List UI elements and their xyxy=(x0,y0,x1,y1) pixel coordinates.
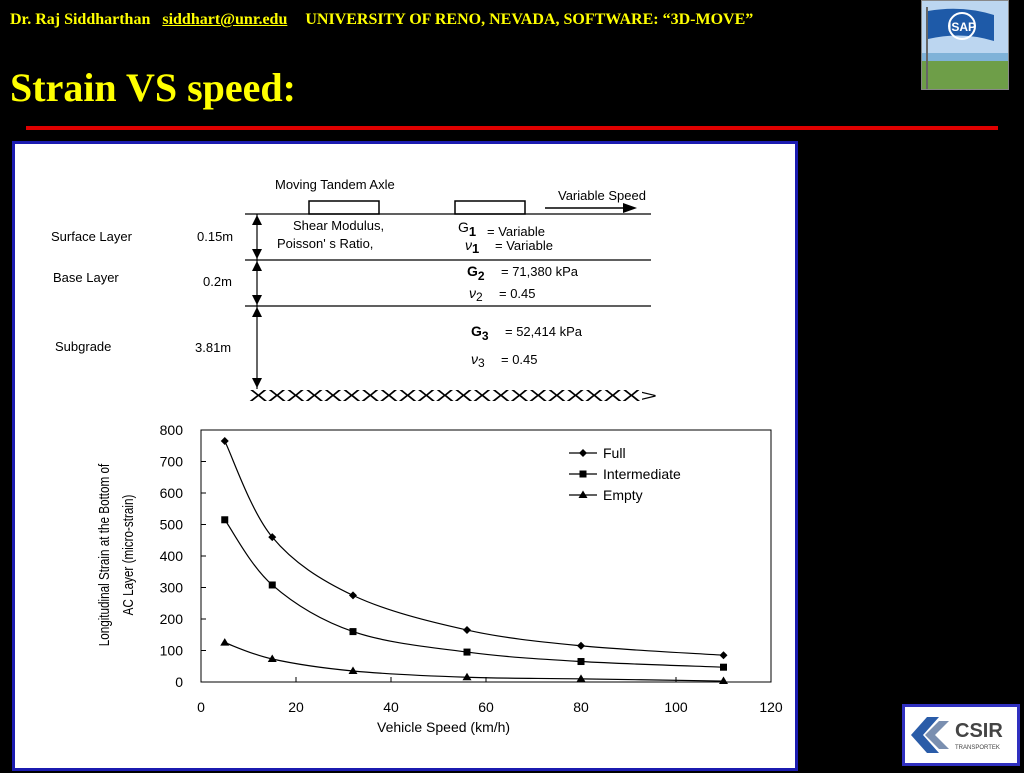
y-tick-label: 200 xyxy=(160,611,184,627)
data-point-empty xyxy=(348,666,358,674)
data-point-empty xyxy=(719,676,728,685)
g2-value: = 71,380 kPa xyxy=(501,264,579,279)
data-point-intermediate xyxy=(349,628,357,636)
x-tick-label: 100 xyxy=(664,699,688,715)
x-tick-label: 0 xyxy=(197,699,205,715)
x-tick-label: 80 xyxy=(573,699,589,715)
x-axis-label: Vehicle Speed (km/h) xyxy=(377,719,510,735)
g1-value: = Variable xyxy=(487,224,545,239)
tire-left xyxy=(308,200,380,215)
csir-logo: CSIR TRANSPORTEK xyxy=(902,704,1020,766)
title-underline xyxy=(26,126,998,130)
data-point-intermediate xyxy=(221,516,229,524)
y-tick-labels: 0 100 200 300 400 500 600 700 800 xyxy=(160,422,206,690)
chart-legend: Full Intermediate Empty xyxy=(569,445,681,503)
legend-label-full: Full xyxy=(603,445,626,461)
data-point-intermediate xyxy=(577,658,585,666)
y-tick-label: 400 xyxy=(160,548,184,564)
legend-marker-full xyxy=(579,449,587,457)
data-point-empty xyxy=(220,638,230,646)
data-point-empty xyxy=(267,654,277,663)
nu3-value: = 0.45 xyxy=(501,352,538,367)
plot-frame xyxy=(200,429,772,683)
csir-logo-text: CSIR xyxy=(955,720,1003,742)
g3-value: = 52,414 kPa xyxy=(505,324,583,339)
slide-header: Dr. Raj Siddharthan siddhart@unr.edu UNI… xyxy=(10,11,753,29)
data-point-full xyxy=(577,641,585,650)
data-point-full xyxy=(220,437,229,446)
data-point-full xyxy=(463,626,471,635)
y-tick-label: 0 xyxy=(175,674,183,690)
data-point-full xyxy=(719,651,728,660)
y-tick-label: 500 xyxy=(160,517,184,533)
data-point-full xyxy=(268,533,277,542)
data-point-empty xyxy=(462,672,472,681)
data-point-intermediate xyxy=(463,648,471,656)
g1-symbol: G1 xyxy=(458,219,476,239)
strain-chart: 0 100 200 300 400 500 600 700 800 0 20 40 60 80 100 12… xyxy=(96,422,783,735)
series-line-full xyxy=(224,440,724,656)
poisson-ratio-label: Poisson' s Ratio, xyxy=(277,236,373,251)
legend-marker-intermediate xyxy=(579,470,587,478)
speed-arrow-head xyxy=(623,203,637,213)
isap-logo: ISAP xyxy=(921,0,1009,90)
series-layer xyxy=(220,437,728,685)
shear-modulus-label: Shear Modulus, xyxy=(293,218,384,233)
speed-label: Variable Speed xyxy=(558,188,646,203)
y-tick-label: 100 xyxy=(160,643,184,659)
nu3-symbol: ν3 xyxy=(471,351,485,370)
layer-thickness-surface: 0.15m xyxy=(197,229,233,244)
figure-panel: Moving Tandem Axle Variable Speed Surfac… xyxy=(12,141,798,771)
g2-symbol: G2 xyxy=(467,263,485,283)
x-tick-label: 60 xyxy=(478,699,494,715)
y-tick-label: 600 xyxy=(160,485,184,501)
legend-marker-empty xyxy=(578,490,588,498)
author-name: Dr. Raj Siddharthan xyxy=(10,11,151,28)
series-line-empty xyxy=(224,642,724,682)
x-tick-label: 20 xyxy=(288,699,304,715)
y-tick-label: 300 xyxy=(160,580,184,596)
y-tick-label: 800 xyxy=(160,422,184,438)
axle-label: Moving Tandem Axle xyxy=(275,177,395,192)
layer-name-surface: Surface Layer xyxy=(51,229,133,244)
x-tick-label: 120 xyxy=(759,699,783,715)
y-axis-label-line2: AC Layer (micro-strain) xyxy=(120,495,137,616)
isap-logo-text: ISAP xyxy=(948,20,976,34)
data-point-intermediate xyxy=(268,581,276,589)
series-line-intermediate xyxy=(224,519,724,668)
layer-name-subgrade: Subgrade xyxy=(55,339,111,354)
layer-thickness-base: 0.2m xyxy=(203,274,232,289)
slide-title: Strain VS speed: xyxy=(10,65,296,110)
nu2-symbol: ν2 xyxy=(469,285,483,304)
pavement-diagram: Moving Tandem Axle Variable Speed Surfac… xyxy=(51,177,657,405)
author-email-link[interactable]: siddhart@unr.edu xyxy=(162,11,288,28)
layer-name-base: Base Layer xyxy=(53,270,119,285)
legend-label-intermediate: Intermediate xyxy=(603,466,681,482)
x-tick-labels: 0 20 40 60 80 100 120 xyxy=(197,677,783,715)
g3-symbol: G3 xyxy=(471,323,489,343)
data-point-full xyxy=(349,591,357,600)
data-point-empty xyxy=(576,674,586,682)
nu1-value: = Variable xyxy=(495,238,553,253)
layer-thickness-subgrade: 3.81m xyxy=(195,340,231,355)
tire-right xyxy=(454,200,526,215)
bedrock-hatch: XXXXXXXXXXXXXXXXXXXXX> xyxy=(249,388,657,405)
nu1-symbol: ν1 xyxy=(465,237,479,256)
nu2-value: = 0.45 xyxy=(499,286,536,301)
y-tick-label: 700 xyxy=(160,454,184,470)
data-point-intermediate xyxy=(720,663,727,671)
legend-label-empty: Empty xyxy=(603,487,643,503)
csir-logo-subtext: TRANSPORTEK xyxy=(955,745,1000,751)
y-axis-label-line1: Longitudinal Strain at the Bottom of xyxy=(96,463,113,646)
x-tick-label: 40 xyxy=(383,699,399,715)
affiliation-text: UNIVERSITY OF RENO, NEVADA, SOFTWARE: “3… xyxy=(305,11,754,28)
